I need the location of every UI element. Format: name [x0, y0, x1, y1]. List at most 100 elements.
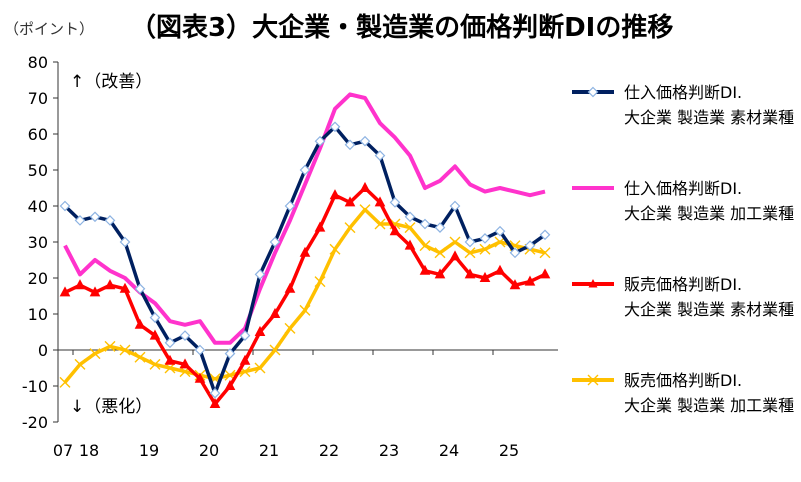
data-point: [269, 307, 281, 318]
y-tick-label: 40: [28, 197, 48, 216]
data-point: [149, 329, 161, 340]
data-point: [269, 236, 281, 248]
x-tick-label: 21: [259, 441, 279, 460]
data-point: [449, 200, 461, 212]
data-point: [59, 286, 71, 297]
data-point: [329, 189, 341, 200]
x-tick-label: 18: [79, 441, 99, 460]
y-tick-label: 70: [28, 89, 48, 108]
data-point: [359, 135, 371, 147]
data-point: [119, 282, 131, 293]
y-tick-label: 80: [28, 53, 48, 72]
series-layer: [59, 92, 551, 408]
data-point: [254, 362, 266, 374]
data-point: [449, 250, 461, 261]
data-point: [359, 204, 371, 216]
data-point: [149, 312, 161, 323]
data-point: [59, 376, 71, 388]
data-point: [389, 225, 401, 236]
legend-label: 仕入価格判断DI.: [624, 179, 742, 198]
x-tick-label: 20: [199, 441, 219, 460]
data-point: [284, 322, 296, 334]
data-point: [269, 344, 281, 356]
y-tick-label: 10: [28, 305, 48, 324]
x-tick-label: 19: [139, 441, 159, 460]
data-point: [464, 236, 476, 248]
legend-label: 大企業 製造業 加工業種: [624, 204, 794, 223]
data-point: [149, 358, 161, 370]
data-point: [179, 358, 191, 369]
data-point: [299, 304, 311, 316]
data-point: [539, 247, 551, 259]
legend-label: 大企業 製造業 素材業種: [624, 300, 794, 319]
data-point: [464, 247, 476, 259]
x-tick-label: 25: [499, 441, 519, 460]
data-point: [59, 200, 71, 212]
data-point: [134, 318, 146, 329]
series-1: [59, 121, 551, 399]
legend-label: 大企業 製造業 素材業種: [624, 108, 794, 127]
data-point: [329, 121, 341, 133]
data-point: [374, 196, 386, 207]
data-point: [434, 222, 446, 233]
x-tick-label: 24: [439, 441, 459, 460]
data-point: [464, 268, 476, 279]
data-point: [419, 240, 431, 252]
legend-item-4: 販売価格判断DI. 大企業 製造業 加工業種: [572, 371, 794, 415]
data-point: [419, 218, 431, 230]
data-point: [434, 247, 446, 259]
data-point: [164, 337, 176, 349]
data-point: [134, 351, 146, 363]
legend-label: 販売価格判断DI.: [624, 275, 742, 294]
data-point: [239, 354, 251, 365]
data-point: [284, 200, 296, 212]
data-point: [494, 225, 506, 237]
data-point: [194, 344, 206, 356]
data-point: [539, 268, 551, 279]
y-tick-label: 30: [28, 233, 48, 252]
data-point: [314, 276, 326, 288]
series-2: [63, 92, 546, 345]
y-tick-label: -10: [22, 377, 48, 396]
y-axis: -20 -10 0 10 20 30 40 50 60 70 80: [22, 53, 59, 432]
x-tick-label: 23: [379, 441, 399, 460]
data-point: [284, 282, 296, 293]
data-point: [194, 372, 206, 383]
data-point: [404, 211, 416, 223]
data-point: [389, 197, 401, 208]
data-point: [344, 139, 356, 151]
legend-label: 仕入価格判断DI.: [624, 83, 742, 102]
x-axis: 07 18 19 20 21 22 23 24 25: [53, 349, 558, 460]
data-point: [329, 243, 341, 255]
data-point: [344, 196, 356, 207]
data-point: [344, 222, 356, 234]
data-point: [74, 358, 86, 370]
data-point: [209, 387, 221, 399]
data-point: [119, 236, 131, 248]
data-point: [479, 233, 491, 244]
data-point: [104, 215, 116, 226]
data-point: [104, 279, 116, 290]
annotation-worsen: ↓（悪化）: [70, 397, 152, 417]
data-point: [179, 330, 191, 341]
data-point: [134, 283, 146, 295]
data-point: [239, 330, 251, 341]
data-point: [314, 221, 326, 232]
data-point: [449, 236, 461, 248]
data-point: [374, 150, 386, 161]
data-point: [89, 286, 101, 297]
data-point: [374, 218, 386, 230]
data-point: [224, 348, 236, 359]
data-point: [479, 243, 491, 255]
series-line: [63, 207, 546, 384]
data-point: [254, 325, 266, 336]
data-point: [509, 279, 521, 290]
x-tick-label: 22: [319, 441, 339, 460]
data-point: [74, 279, 86, 290]
data-point: [419, 264, 431, 275]
data-point: [299, 246, 311, 257]
data-point: [119, 344, 131, 356]
data-point: [434, 268, 446, 279]
